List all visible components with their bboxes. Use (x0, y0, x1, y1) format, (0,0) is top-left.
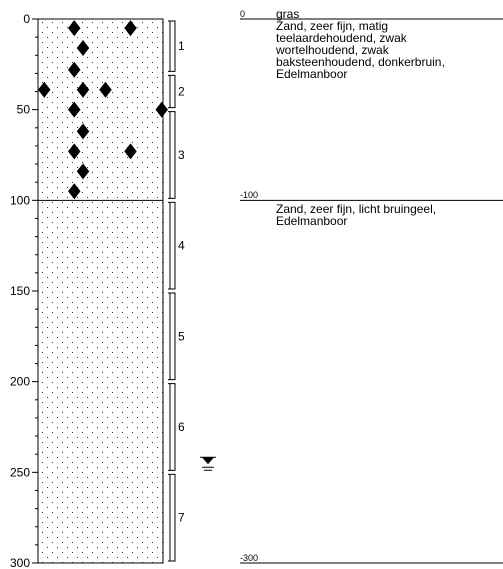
diamond-marker (76, 123, 90, 140)
interval-bracket-outer (168, 292, 176, 381)
diamond-marker (68, 183, 81, 200)
depth-tick-label: 250 (10, 465, 30, 479)
depth-tick-label: 50 (17, 103, 31, 117)
sample-interval-4: 4 (168, 201, 185, 290)
interval-label: 6 (178, 420, 185, 434)
groundwater-level-icon (200, 456, 216, 471)
description-line: Edelmanboor (276, 214, 348, 229)
diamond-marker (76, 81, 90, 98)
sample-interval-1: 1 (168, 20, 185, 72)
diamond-marker (124, 143, 137, 160)
depth-label-bottom: -300 (240, 553, 259, 563)
description-line: Zand, zeer fijn, licht bruingeel, (276, 202, 437, 217)
sample-intervals: 1 2 3 4 5 6 7 (168, 20, 185, 562)
sample-interval-5: 5 (168, 292, 185, 381)
diamond-marker (68, 101, 81, 118)
depth-tick-label: 200 (10, 375, 30, 389)
diamond-marker (124, 20, 137, 37)
layer-description-2: Zand, zeer fijn, licht bruingeel, Edelma… (276, 203, 436, 227)
interval-label: 2 (178, 85, 185, 99)
interval-bracket-outer (168, 201, 176, 290)
depth-tick-label: 300 (10, 556, 30, 569)
description-line: baksteenhoudend, donkerbruin, (276, 55, 445, 69)
diamond-marker (68, 20, 81, 37)
sand-pattern (37, 18, 164, 564)
diamond-marker (76, 163, 90, 180)
sample-interval-2: 2 (168, 74, 185, 109)
diamond-marker (155, 101, 168, 118)
interval-label: 4 (178, 239, 185, 253)
interval-label: 1 (178, 39, 185, 53)
groundwater-triangle (202, 457, 214, 465)
depth-axis: 0 50 100 150 200 250 300 (10, 12, 38, 569)
interval-bracket-outer (168, 383, 176, 471)
interval-bracket-outer (168, 74, 176, 109)
interval-label: 3 (178, 148, 185, 162)
depth-label-mid: -100 (240, 190, 259, 201)
diamond-marker (76, 40, 90, 57)
depth-tick-label: 100 (10, 193, 30, 207)
interval-bracket-outer (168, 111, 176, 199)
diamond-marker (99, 81, 112, 98)
layer-description-1: gras Zand, zeer fijn, matig teelaardehou… (276, 8, 445, 80)
description-line: Zand, zeer fijn, matig (276, 19, 389, 33)
sample-interval-6: 6 (168, 383, 185, 471)
sample-interval-7: 7 (168, 473, 185, 562)
description-boundaries (240, 18, 503, 564)
lithology-column (37, 18, 164, 564)
description-line: wortelhoudend, zwak (276, 43, 389, 57)
sample-markers (38, 20, 168, 200)
diamond-marker (38, 81, 51, 98)
sample-interval-3: 3 (168, 111, 185, 199)
depth-label-top: 0 (240, 9, 246, 19)
diamond-marker (68, 143, 81, 160)
interval-bracket-outer (168, 473, 176, 562)
interval-bracket-outer (168, 20, 176, 72)
depth-tick-label: 0 (23, 12, 30, 26)
depth-tick-label: 150 (10, 284, 30, 298)
description-line: gras (276, 7, 300, 21)
description-line: teelaardehoudend, zwak (276, 31, 407, 45)
description-line: Edelmanboor (276, 67, 348, 81)
interval-label: 5 (178, 329, 185, 343)
interval-label: 7 (178, 511, 185, 525)
diamond-marker (68, 61, 81, 78)
